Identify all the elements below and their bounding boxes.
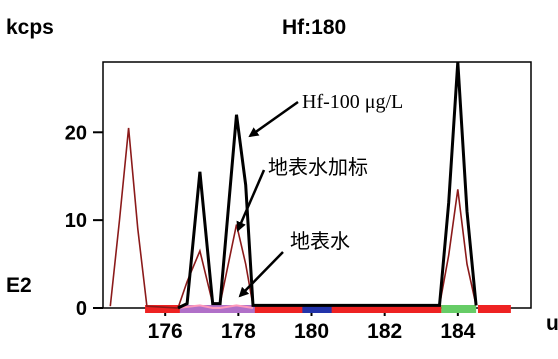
x-tick-label: 184 bbox=[440, 320, 475, 343]
y-tick-label: 10 bbox=[65, 210, 87, 232]
annotation-surface-water-spiked: 地表水加标 bbox=[268, 156, 368, 179]
x-tick-label: 178 bbox=[221, 320, 256, 343]
x-unit-label: u bbox=[546, 312, 558, 335]
x-axis: 176 178 180 182 184 bbox=[148, 308, 476, 343]
baseline-band bbox=[477, 305, 511, 313]
x-tick-label: 182 bbox=[367, 320, 402, 343]
baseline-band bbox=[441, 305, 477, 313]
annotation-arrow-hf-100 bbox=[248, 100, 299, 138]
annotation-arrow-surface-water-spiked bbox=[236, 169, 266, 232]
y-exponent-label: E2 bbox=[6, 274, 32, 297]
y-unit-label: kcps bbox=[6, 16, 54, 39]
y-axis: 0 10 20 bbox=[65, 122, 103, 320]
series-line-1 bbox=[109, 127, 477, 309]
series-layer bbox=[109, 61, 478, 310]
y-tick-label: 0 bbox=[76, 298, 87, 320]
annotation-arrow-surface-water bbox=[238, 251, 284, 298]
series-line-2 bbox=[177, 304, 254, 309]
annotation-hf-100: Hf-100 μg/L bbox=[302, 91, 403, 113]
x-tick-label: 176 bbox=[148, 320, 183, 343]
y-tick-label: 20 bbox=[65, 122, 87, 144]
chart-title: Hf:180 bbox=[282, 16, 346, 39]
x-tick-label: 180 bbox=[294, 320, 329, 343]
baseline-band bbox=[145, 305, 442, 313]
annotation-surface-water: 地表水 bbox=[290, 230, 350, 253]
series-line-0 bbox=[177, 61, 478, 310]
baseline-band bbox=[302, 305, 332, 313]
